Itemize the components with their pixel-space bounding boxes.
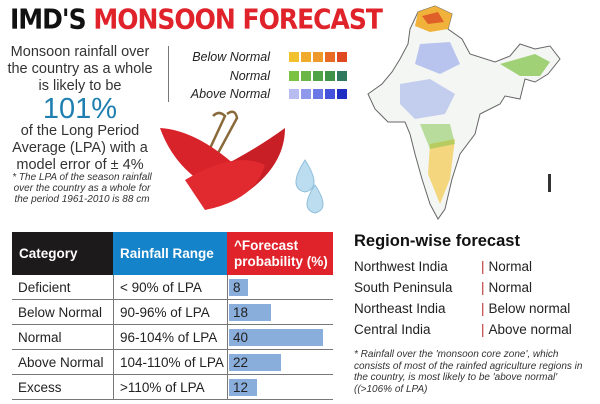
- probability-bar: [229, 329, 323, 346]
- legend-swatch: [324, 69, 336, 82]
- region-value: Above normal: [488, 322, 572, 337]
- legend-label: Normal: [229, 68, 270, 83]
- region-value: Normal: [488, 280, 533, 295]
- map-legend: Below Normal Normal Above Normal: [175, 48, 348, 104]
- region-footnote: * Rainfall over the 'monsoon core zone',…: [354, 349, 583, 395]
- range-cell: 96-104% of LPA: [113, 325, 227, 349]
- legend-label: Above Normal: [190, 87, 270, 102]
- range-cell: >110% of LPA: [113, 375, 227, 399]
- table-row: Normal 96-104% of LPA 40: [12, 325, 333, 350]
- raindrop-icon: [295, 159, 315, 193]
- table-row: Deficient < 90% of LPA 8: [12, 275, 333, 300]
- category-cell: Above Normal: [18, 354, 104, 370]
- legend-swatch: [300, 69, 312, 82]
- separator: |: [481, 322, 485, 337]
- legend-swatch: [300, 88, 312, 101]
- page-title: IMD'S MONSOON FORECAST: [10, 3, 383, 35]
- probability-cell: 40: [227, 325, 333, 349]
- separator: |: [481, 280, 485, 295]
- range-cell: 90-96% of LPA: [113, 300, 227, 324]
- intro-line1: Monsoon rainfall over the country as a w…: [7, 44, 153, 94]
- probability-value: 22: [233, 354, 249, 370]
- legend-swatch: [336, 88, 348, 101]
- legend-row: Below Normal: [175, 48, 348, 67]
- header-category: Category: [12, 232, 113, 275]
- probability-bar: [229, 379, 258, 396]
- legend-swatch: [324, 51, 336, 64]
- category-cell: Excess: [18, 379, 62, 395]
- category-cell: Deficient: [18, 279, 71, 295]
- header-rainfall-range: Rainfall Range: [113, 232, 227, 275]
- region-row: South Peninsula | Normal: [354, 280, 594, 301]
- table-row: Below Normal 90-96% of LPA 18: [12, 300, 333, 325]
- legend-swatch: [312, 88, 324, 101]
- legend-swatch: [276, 51, 288, 64]
- legend-swatch: [276, 88, 288, 101]
- raindrop-icon: [306, 184, 324, 214]
- umbrella-illustration: [160, 110, 324, 214]
- region-row: Northeast India | Below normal: [354, 301, 594, 322]
- probability-value: 12: [233, 379, 249, 395]
- legend-swatch: [336, 69, 348, 82]
- intro-text: Monsoon rainfall over the country as a w…: [4, 44, 156, 174]
- probability-bar: [229, 279, 248, 296]
- separator: |: [481, 301, 485, 316]
- range-cell: 104-110% of LPA: [113, 350, 227, 374]
- legend-swatch: [288, 51, 300, 64]
- separator: |: [481, 259, 485, 274]
- legend-row: Normal: [175, 67, 348, 86]
- region-row: Northwest India | Normal: [354, 259, 594, 280]
- range-cell: < 90% of LPA: [113, 275, 227, 299]
- intro-line2: of the Long Period Average (LPA) with a …: [12, 123, 148, 173]
- lpa-note: * The LPA of the season rainfall over th…: [12, 172, 152, 205]
- region-row: Central India | Above normal: [354, 322, 594, 343]
- legend-swatch: [276, 69, 288, 82]
- legend-swatch: [288, 69, 300, 82]
- probability-cell: 22: [227, 350, 333, 374]
- legend-swatch: [300, 51, 312, 64]
- region-value: Below normal: [488, 301, 571, 316]
- region-name: Central India: [354, 322, 431, 337]
- region-name: Northwest India: [354, 259, 448, 274]
- legend-swatch: [288, 88, 300, 101]
- probability-value: 18: [233, 304, 249, 320]
- region-name: Northeast India: [354, 301, 446, 316]
- forecast-table: Category Rainfall Range ^Forecast probab…: [12, 232, 333, 400]
- probability-value: 8: [233, 279, 241, 295]
- probability-bar: [229, 304, 272, 321]
- probability-cell: 8: [227, 275, 333, 299]
- probability-bar: [229, 354, 281, 371]
- legend-swatch: [336, 51, 348, 64]
- category-cell: Below Normal: [18, 304, 103, 320]
- probability-cell: 12: [227, 375, 333, 399]
- divider: [168, 46, 169, 102]
- region-title: Region-wise forecast: [354, 232, 520, 250]
- probability-cell: 18: [227, 300, 333, 324]
- forecast-value: 101%: [42, 93, 118, 125]
- legend-swatch: [312, 51, 324, 64]
- table-row: Above Normal 104-110% of LPA 22: [12, 350, 333, 375]
- region-value: Normal: [488, 259, 533, 274]
- table-header: Category Rainfall Range ^Forecast probab…: [12, 232, 333, 275]
- table-row: Excess >110% of LPA 12: [12, 375, 333, 400]
- legend-label: Below Normal: [192, 50, 270, 65]
- legend-swatch: [312, 69, 324, 82]
- category-cell: Normal: [18, 329, 62, 345]
- probability-value: 40: [233, 329, 249, 345]
- region-name: South Peninsula: [354, 280, 453, 295]
- header-forecast-probability: ^Forecast probability (%): [227, 232, 333, 275]
- legend-row: Above Normal: [175, 85, 348, 104]
- india-map: [367, 5, 561, 220]
- legend-swatch: [324, 88, 336, 101]
- region-wise-forecast: Region-wise forecast Northwest India | Nor…: [354, 232, 594, 395]
